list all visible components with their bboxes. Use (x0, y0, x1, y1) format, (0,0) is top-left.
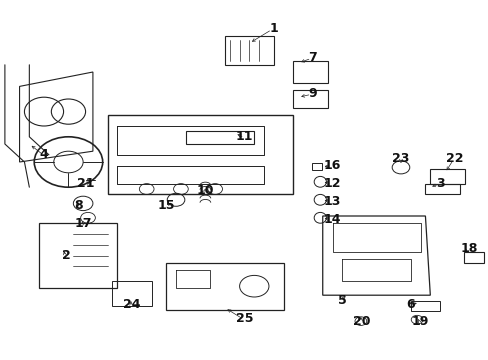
Text: 19: 19 (411, 315, 428, 328)
Text: 20: 20 (352, 315, 370, 328)
Text: 8: 8 (74, 199, 82, 212)
Text: 3: 3 (435, 177, 444, 190)
Text: 5: 5 (337, 294, 346, 307)
Text: 1: 1 (269, 22, 278, 35)
Text: 7: 7 (308, 51, 317, 64)
Text: 16: 16 (323, 159, 341, 172)
Text: 10: 10 (196, 184, 214, 197)
Text: 4: 4 (40, 148, 48, 161)
Text: 17: 17 (74, 217, 92, 230)
Text: 11: 11 (235, 130, 253, 143)
Text: 21: 21 (77, 177, 94, 190)
Text: 13: 13 (323, 195, 341, 208)
Text: 22: 22 (445, 152, 463, 165)
Text: 15: 15 (157, 199, 175, 212)
Text: 9: 9 (308, 87, 317, 100)
Text: 25: 25 (235, 312, 253, 325)
Text: 24: 24 (123, 298, 141, 311)
Text: 2: 2 (61, 249, 70, 262)
Text: 18: 18 (460, 242, 477, 255)
Text: 12: 12 (323, 177, 341, 190)
Text: 23: 23 (391, 152, 409, 165)
Text: 14: 14 (323, 213, 341, 226)
Text: 6: 6 (406, 298, 414, 311)
